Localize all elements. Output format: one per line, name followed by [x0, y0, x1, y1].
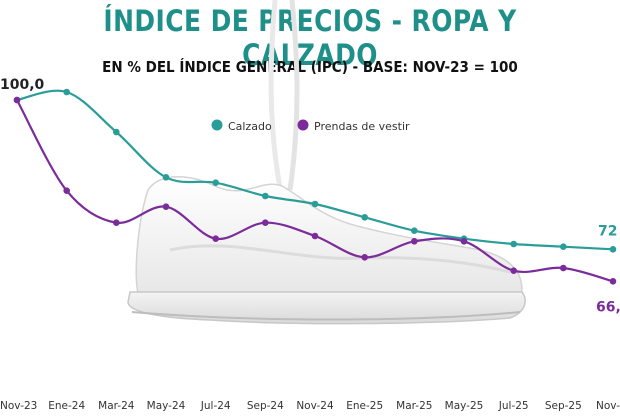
- data-point-prendas-3: [162, 203, 170, 210]
- end-value-label-prendas: 66,: [596, 299, 620, 315]
- chart-subtitle: EN % DEL ÍNDICE GENERAL (IPC) - BASE: NO…: [102, 58, 518, 76]
- x-tick-label: Mar-24: [98, 400, 135, 412]
- chart-title: ÍNDICE DE PRECIOS - ROPA Y CALZADO: [103, 4, 517, 72]
- data-point-prendas-10: [510, 267, 517, 275]
- data-point-prendas-2: [113, 219, 120, 226]
- x-tick-label: Nov-23: [0, 400, 37, 412]
- data-point-calzado-4: [212, 179, 219, 186]
- start-value-label: 100,0: [0, 77, 45, 93]
- data-point-prendas-4: [212, 235, 219, 242]
- end-value-label-calzado: 72: [598, 223, 617, 239]
- data-point-prendas-5: [262, 219, 269, 226]
- legend-label-calzado: Calzado: [228, 120, 272, 133]
- data-point-calzado-11: [560, 243, 567, 250]
- data-point-calzado-12: [609, 246, 617, 253]
- legend-marker-prendas: [297, 119, 309, 131]
- data-point-calzado-10: [510, 240, 517, 248]
- x-tick-label: Nov-: [596, 400, 620, 412]
- data-point-prendas-7: [361, 253, 369, 261]
- x-axis: Nov-23 Ene-24 Mar-24 May-24 Jul-24 Sep-24 Nov-…: [0, 400, 620, 412]
- data-point-prendas-6: [311, 232, 319, 240]
- shoelace-right: [287, 0, 300, 191]
- data-point-prendas-1: [63, 187, 70, 194]
- data-point-prendas-12: [609, 278, 617, 285]
- x-tick-label: Jul-25: [498, 400, 529, 412]
- x-tick-label: Ene-24: [48, 400, 85, 412]
- x-tick-label: Sep-24: [247, 400, 284, 412]
- data-point-calzado-6: [311, 200, 319, 208]
- x-tick-label: Ene-25: [346, 400, 383, 412]
- sneaker-image: [127, 0, 526, 325]
- sneaker-sole-tread: [131, 311, 521, 321]
- sneaker-stripe: [169, 244, 511, 274]
- data-point-calzado-2: [113, 128, 120, 136]
- x-tick-label: May-24: [147, 400, 186, 412]
- data-point-prendas-0: [13, 96, 21, 104]
- data-point-calzado-7: [361, 214, 369, 221]
- data-point-prendas-8: [411, 238, 418, 245]
- data-point-calzado-1: [63, 88, 70, 96]
- data-point-prendas-9: [460, 238, 468, 245]
- x-tick-label: Jul-24: [200, 400, 231, 412]
- series-layer: [13, 88, 617, 285]
- x-tick-label: May-25: [445, 400, 484, 412]
- data-point-calzado-5: [262, 192, 269, 200]
- shoelace-left: [268, 0, 283, 189]
- x-tick-label: Mar-25: [396, 400, 432, 412]
- value-labels: 100,0 72 66,: [0, 77, 620, 315]
- x-tick-label: Nov-24: [296, 400, 334, 412]
- legend-marker-calzado: [211, 119, 223, 131]
- legend: Calzado Prendas de vestir: [211, 119, 410, 133]
- data-point-calzado-8: [411, 227, 418, 234]
- data-point-prendas-11: [560, 264, 567, 272]
- x-tick-label: Sep-25: [545, 400, 582, 412]
- data-point-calzado-3: [162, 174, 170, 181]
- legend-label-prendas: Prendas de vestir: [314, 120, 410, 133]
